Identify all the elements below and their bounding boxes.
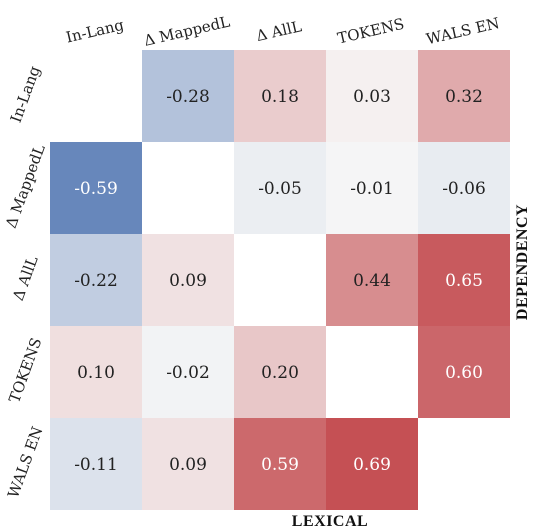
cell-value-label: 0.69 bbox=[353, 455, 391, 475]
heatmap-cell bbox=[326, 50, 418, 142]
heatmap-cell bbox=[418, 142, 510, 234]
heatmap-cell bbox=[326, 234, 418, 326]
heatmap-cell bbox=[50, 142, 142, 234]
heatmap-cell bbox=[142, 326, 234, 418]
cell-value-label: -0.22 bbox=[74, 271, 118, 291]
heatmap-cell bbox=[234, 326, 326, 418]
cell-value-label: 0.09 bbox=[169, 271, 207, 291]
cell-value-label: 0.44 bbox=[353, 271, 391, 291]
cell-value-label: -0.28 bbox=[166, 87, 210, 107]
heatmap-cell bbox=[142, 50, 234, 142]
heatmap-cells: -0.28 0.18 0.03 0.32 -0.59 -0.05 -0.01 -0.06 -0.… bbox=[50, 50, 510, 510]
heatmap-cell bbox=[326, 142, 418, 234]
cell-value-label: -0.06 bbox=[442, 179, 486, 199]
row-label: Δ MappedL bbox=[2, 142, 49, 230]
row-label: In-Lang bbox=[7, 63, 44, 125]
cell-value-label: 0.20 bbox=[261, 363, 299, 383]
heatmap-cell bbox=[234, 142, 326, 234]
heatmap-cell bbox=[418, 234, 510, 326]
cell-value-label: 0.32 bbox=[445, 87, 483, 107]
column-labels: In-Lang Δ MappedL Δ AllL TOKENS WALS EN bbox=[64, 13, 501, 50]
heatmap-cell bbox=[234, 50, 326, 142]
cell-value-label: -0.02 bbox=[166, 363, 210, 383]
x-axis-title: LEXICAL bbox=[292, 513, 368, 530]
cell-value-label: 0.59 bbox=[261, 455, 299, 475]
heatmap-cell bbox=[50, 234, 142, 326]
cell-value-label: -0.11 bbox=[74, 455, 118, 475]
column-label: TOKENS bbox=[336, 15, 406, 48]
y-axis-title: DEPENDENCY bbox=[514, 204, 531, 320]
row-label: WALS EN bbox=[4, 424, 46, 500]
cell-value-label: 0.10 bbox=[77, 363, 115, 383]
heatmap-cell bbox=[50, 326, 142, 418]
row-label: TOKENS bbox=[5, 335, 45, 405]
cell-value-label: 0.09 bbox=[169, 455, 207, 475]
cell-value-label: -0.05 bbox=[258, 179, 302, 199]
heatmap-cell bbox=[234, 418, 326, 510]
cell-value-label: 0.65 bbox=[445, 271, 483, 291]
row-label: Δ AllL bbox=[9, 254, 42, 303]
heatmap-cell bbox=[142, 418, 234, 510]
heatmap-cell bbox=[326, 418, 418, 510]
heatmap-cell bbox=[142, 234, 234, 326]
column-label: In-Lang bbox=[64, 16, 126, 47]
column-label: Δ MappedL bbox=[142, 13, 231, 50]
cell-value-label: 0.60 bbox=[445, 363, 483, 383]
heatmap-cell bbox=[418, 50, 510, 142]
column-label: Δ AllL bbox=[254, 17, 303, 45]
heatmap-cell bbox=[50, 418, 142, 510]
cell-value-label: -0.01 bbox=[350, 179, 394, 199]
cell-value-label: 0.03 bbox=[353, 87, 391, 107]
cell-value-label: -0.59 bbox=[74, 179, 118, 199]
heatmap-cell bbox=[418, 326, 510, 418]
row-labels: In-Lang Δ MappedL Δ AllL TOKENS WALS EN bbox=[2, 63, 49, 500]
column-label: WALS EN bbox=[425, 14, 502, 48]
cell-value-label: 0.18 bbox=[261, 87, 299, 107]
